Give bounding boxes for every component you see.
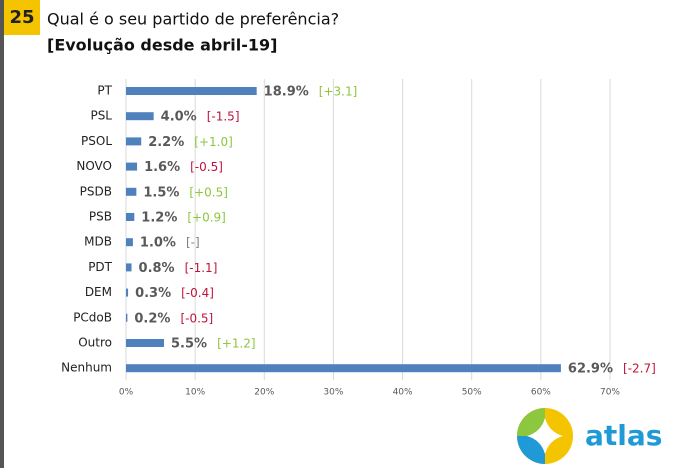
y-tick-label: PCdoB: [73, 310, 112, 324]
change-label: [-2.7]: [623, 362, 656, 376]
y-tick-label: Nenhum: [61, 361, 112, 375]
value-label: 0.3%: [135, 286, 171, 301]
bar: [126, 288, 129, 297]
bar: [126, 112, 154, 121]
change-label: [-1.1]: [185, 261, 218, 275]
value-label: 1.2%: [141, 211, 177, 226]
left-border: [0, 0, 4, 468]
y-tick-label: PSOL: [81, 134, 112, 148]
bar: [126, 87, 257, 95]
value-label: 0.8%: [139, 261, 175, 276]
value-label: 1.5%: [143, 185, 179, 200]
change-label: [+3.1]: [319, 85, 358, 99]
change-label: [-]: [186, 236, 200, 250]
bar: [126, 313, 128, 322]
change-label: [+1.2]: [217, 337, 256, 351]
bar: [126, 187, 137, 196]
change-label: [+0.9]: [187, 211, 226, 225]
change-label: [+0.5]: [189, 185, 228, 199]
y-tick-label: PDT: [88, 260, 112, 274]
value-label: 0.2%: [134, 311, 170, 326]
value-label: 4.0%: [161, 110, 197, 125]
change-label: [-0.5]: [190, 160, 223, 174]
y-tick-label: NOVO: [76, 159, 112, 173]
bar: [126, 339, 165, 347]
slide-number-box: [4, 0, 40, 35]
bar: [126, 263, 132, 272]
x-tick-label: 70%: [600, 388, 620, 398]
bar: [126, 238, 133, 247]
y-tick-label: PT: [97, 84, 112, 98]
bar: [126, 137, 142, 146]
bar: [126, 364, 561, 373]
change-label: [-0.4]: [181, 286, 214, 300]
x-tick-label: 50%: [462, 388, 482, 398]
x-tick-label: 40%: [393, 388, 413, 398]
change-label: [+1.0]: [194, 135, 233, 149]
y-tick-label: Outro: [78, 336, 112, 350]
chart-subtitle: [Evolução desde abril-19]: [47, 36, 277, 55]
change-label: [-0.5]: [180, 311, 213, 325]
value-label: 2.2%: [148, 135, 184, 150]
y-tick-label: PSL: [90, 109, 112, 123]
value-label: 1.0%: [140, 236, 176, 251]
x-tick-label: 10%: [185, 388, 205, 398]
logo-ring: [517, 408, 545, 436]
bar: [126, 213, 135, 221]
x-tick-label: 30%: [323, 388, 343, 398]
y-tick-label: PSDB: [80, 184, 112, 198]
value-label: 1.6%: [144, 160, 180, 175]
value-label: 5.5%: [171, 337, 207, 352]
x-tick-label: 0%: [119, 388, 134, 398]
value-label: 62.9%: [568, 362, 613, 377]
x-tick-label: 20%: [254, 388, 274, 398]
bar: [126, 162, 138, 171]
slide-number: 25: [9, 7, 34, 28]
y-tick-label: PSB: [89, 210, 112, 224]
y-tick-label: DEM: [85, 285, 112, 299]
chart-title: Qual é o seu partido de preferência?: [47, 10, 339, 29]
x-tick-label: 60%: [531, 388, 551, 398]
y-tick-label: MDB: [84, 235, 112, 249]
value-label: 18.9%: [264, 85, 309, 100]
logo-ring: [517, 436, 545, 464]
change-label: [-1.5]: [207, 110, 240, 124]
logo: atlas: [517, 408, 662, 464]
logo-text: atlas: [585, 419, 662, 452]
logo-star: [527, 418, 563, 454]
